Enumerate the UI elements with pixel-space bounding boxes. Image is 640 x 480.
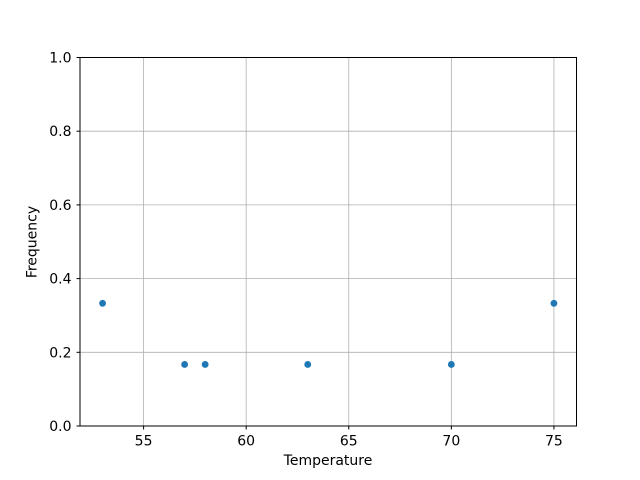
x-tick-label: 55 (135, 434, 153, 450)
y-axis-label: Frequency (25, 206, 41, 278)
data-point (99, 299, 106, 307)
y-tick-label: 0.8 (49, 124, 71, 140)
x-tick-label: 65 (340, 434, 358, 450)
plot-frame (79, 57, 577, 427)
x-tick-label: 70 (442, 434, 460, 450)
x-axis-label: Temperature (283, 453, 373, 469)
data-point (304, 361, 312, 368)
x-tick-label: 60 (237, 434, 255, 450)
data-point (447, 361, 455, 368)
data-point (181, 361, 189, 368)
data-point (550, 299, 558, 307)
plot-border (79, 57, 577, 427)
y-tick-label: 0.4 (49, 272, 71, 288)
x-tick-label: 75 (545, 434, 563, 450)
data-point (201, 361, 209, 368)
y-tick-label: 0.2 (49, 345, 71, 361)
grid-lines (80, 57, 577, 427)
data-points (99, 299, 558, 368)
y-tick-label: 0.0 (49, 419, 71, 435)
axis-ticks: 55 60 65 70 75 0.0 0.2 0.4 0.6 0.8 1.0 (49, 51, 563, 450)
y-tick-label: 1.0 (49, 51, 71, 67)
y-tick-label: 0.6 (49, 198, 71, 214)
